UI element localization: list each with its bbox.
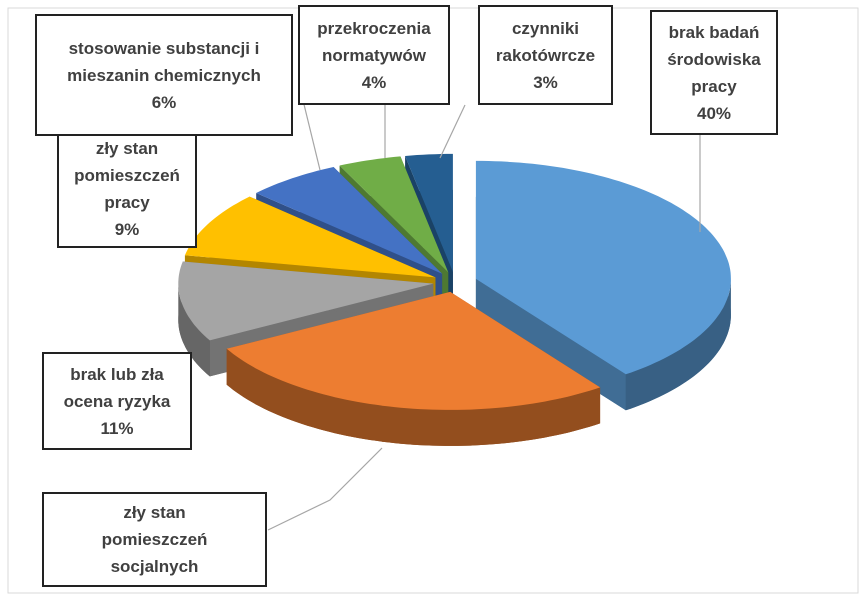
category-label: przekroczenia normatywów [317, 18, 431, 65]
leader-line [267, 447, 383, 531]
category-label: stosowanie substancji i mieszanin chemic… [67, 38, 261, 85]
value-label: 3% [533, 72, 558, 92]
data-label: zły stan pomieszczeń pracy 9% [57, 130, 197, 248]
leader-line [439, 104, 466, 159]
data-label: czynniki rakotówrcze 3% [478, 5, 613, 105]
category-label: brak badań środowiska pracy [667, 22, 761, 96]
data-label: brak lub zła ocena ryzyka 11% [42, 352, 192, 450]
category-label: zły stan pomieszczeń socjalnych [101, 503, 208, 576]
value-label: 4% [361, 72, 387, 92]
data-label: stosowanie substancji i mieszanin chemic… [35, 14, 293, 136]
slice [405, 153, 453, 272]
slice-wall [178, 283, 210, 377]
slice [475, 160, 731, 375]
value-label: 9% [114, 220, 140, 239]
slice [178, 261, 434, 341]
slice [339, 156, 449, 273]
data-label: przekroczenia normatywów 4% [298, 5, 450, 105]
slice [226, 291, 601, 410]
category-label: czynniki rakotówrcze [495, 18, 596, 65]
value-label: 11% [100, 418, 134, 438]
slice-wall [625, 278, 731, 411]
category-label: brak lub zła ocena ryzyka [63, 364, 171, 411]
data-label: brak badań środowiska pracy 40% [650, 10, 778, 135]
value-label: 6% [151, 92, 177, 112]
slice [256, 167, 443, 274]
slice [184, 196, 436, 278]
slice-side [475, 278, 626, 411]
value-label: 40% [696, 103, 732, 123]
category-label: zły stan pomieszczeń pracy [74, 139, 180, 212]
slice-wall [226, 348, 601, 446]
data-label: zły stan pomieszczeń socjalnych [42, 492, 267, 587]
